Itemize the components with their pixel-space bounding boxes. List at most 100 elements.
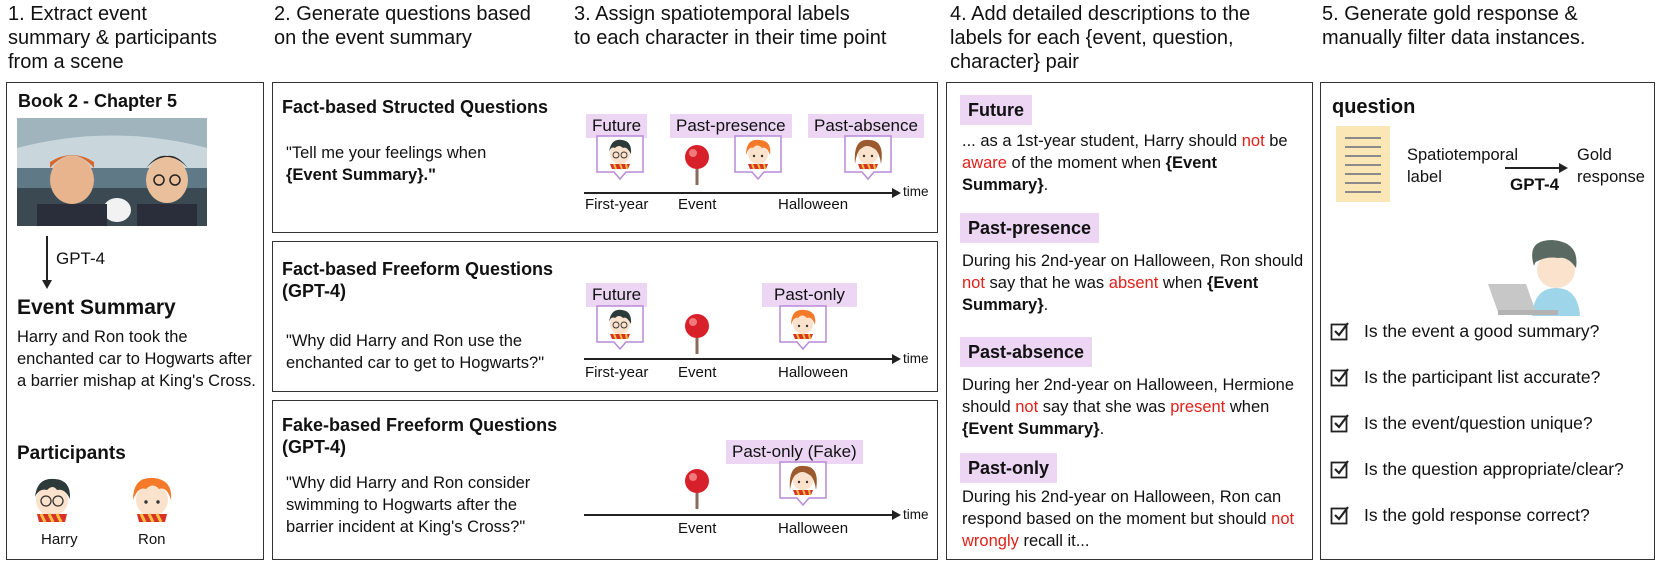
highlight-word: not — [1015, 398, 1039, 416]
checklist-item: Is the event a good summary? — [1330, 320, 1599, 342]
q3-time-label: time — [903, 507, 929, 522]
participant-ron: Ron — [138, 531, 166, 548]
desc-tag-past-absence: Past-absence — [960, 337, 1093, 367]
highlight-word: not wrongly — [962, 510, 1295, 550]
ron-avatar — [127, 472, 177, 527]
checklist-item: Is the event/question unique? — [1330, 412, 1593, 434]
question-panel-3 — [272, 400, 938, 560]
gpt4-label: GPT-4 — [56, 249, 106, 268]
annotator-icon — [1486, 236, 1591, 321]
q1-title: Fact-based Structed Questions — [282, 97, 549, 117]
highlight-word: not — [962, 274, 985, 292]
desc-fragment: say that he was — [984, 274, 1109, 292]
checklist-text: Is the event/question unique? — [1364, 413, 1593, 433]
harry-avatar — [27, 472, 77, 527]
gpt4-arrow-right-head — [1559, 163, 1568, 173]
desc-fragment: of the moment when — [1006, 154, 1166, 172]
checklist-item: Is the gold response correct? — [1330, 504, 1590, 526]
desc-future-text: ... as a 1st-year student, Harry should … — [962, 130, 1307, 196]
q1-text-bold: {Event Summary}." — [286, 166, 436, 184]
q2-time-label: time — [903, 351, 929, 366]
book-label: Book 2 - Chapter 5 — [18, 91, 178, 111]
highlight-word: absent — [1108, 274, 1159, 292]
q2-tick-event: Event — [678, 364, 717, 381]
checklist-text: Is the question appropriate/clear? — [1364, 459, 1624, 479]
highlight-word: present — [1170, 398, 1226, 416]
desc-past-only-text: During his 2nd-year on Halloween, Ron ca… — [962, 486, 1307, 552]
checkbox-icon — [1330, 460, 1349, 479]
q2-tag-past-only: Past-only — [762, 283, 857, 307]
q2-tag-future: Future — [586, 283, 648, 307]
q1-text: "Tell me your feelings when — [286, 144, 487, 162]
question-label: question — [1332, 96, 1416, 118]
step1-header: 1. Extract event summary & participants … — [8, 3, 217, 73]
q1-tag-past-presence: Past-presence — [670, 114, 792, 138]
q2-tick-first-year: First-year — [585, 364, 649, 381]
participants-title: Participants — [17, 443, 126, 464]
gpt4-label-2: GPT-4 — [1510, 175, 1560, 194]
checklist-text: Is the gold response correct? — [1364, 505, 1590, 525]
desc-fragment: During her 2nd-year on Halloween, Hermio… — [962, 376, 1295, 416]
desc-tag-past-only: Past-only — [960, 453, 1058, 483]
q1-tag-past-absence: Past-absence — [808, 114, 924, 138]
desc-tag-past-presence: Past-presence — [960, 213, 1100, 243]
q3-tick-halloween: Halloween — [778, 520, 849, 537]
q1-timeline — [584, 192, 894, 194]
scene-image — [17, 118, 207, 226]
document-icon — [1336, 126, 1390, 207]
checkbox-icon — [1330, 368, 1349, 387]
event-summary-ref: {Event Summary} — [962, 420, 1100, 438]
desc-fragment: say that she was — [1038, 398, 1171, 416]
desc-fragment: when — [1158, 274, 1207, 292]
q1-timeline-arrow — [892, 188, 901, 198]
desc-fragment: ... as a 1st-year student, Harry should — [962, 132, 1242, 150]
q1-tag-future: Future — [586, 114, 648, 138]
q3-text: "Why did Harry and Ron consider swimming… — [286, 474, 531, 536]
highlight-word: aware — [962, 154, 1007, 172]
q2-title: Fact-based Freeform Questions (GPT-4) — [282, 259, 554, 301]
desc-tag-future: Future — [960, 95, 1032, 125]
q3-timeline-arrow — [892, 510, 901, 520]
q1-tick-halloween: Halloween — [778, 196, 849, 213]
event-summary-ref: {Event Summary} — [962, 274, 1259, 314]
step5-header: 5. Generate gold response & manually fil… — [1322, 3, 1586, 49]
desc-fragment: . — [1099, 420, 1105, 438]
participant-harry: Harry — [41, 531, 78, 548]
gpt4-arrow-head — [42, 280, 52, 289]
checklist-text: Is the event a good summary? — [1364, 321, 1600, 341]
step4-header: 4. Add detailed descriptions to the labe… — [950, 3, 1251, 73]
q1-tick-first-year: First-year — [585, 196, 649, 213]
desc-fragment: when — [1225, 398, 1270, 416]
checkbox-icon — [1330, 414, 1349, 433]
desc-fragment: recall it... — [1018, 532, 1090, 550]
desc-past-absence-text: During her 2nd-year on Halloween, Hermio… — [962, 374, 1307, 440]
checklist-item: Is the participant list accurate? — [1330, 366, 1600, 388]
q3-tick-event: Event — [678, 520, 717, 537]
desc-past-presence-text: During his 2nd-year on Halloween, Ron sh… — [962, 250, 1307, 316]
spatiotemporal-label: Spatiotemporal label — [1407, 146, 1518, 186]
q2-text: "Why did Harry and Ron use the enchanted… — [286, 332, 545, 372]
q1-time-label: time — [903, 184, 929, 199]
gpt4-arrow — [46, 236, 48, 280]
q2-timeline — [584, 358, 894, 360]
step3-header: 3. Assign spatiotemporal labels to each … — [574, 3, 887, 49]
event-summary-title: Event Summary — [17, 296, 176, 319]
q3-title: Fake-based Freeform Questions (GPT-4) — [282, 415, 558, 457]
checkbox-icon — [1330, 322, 1349, 341]
q1-tick-event: Event — [678, 196, 717, 213]
desc-fragment: . — [1043, 296, 1049, 314]
event-summary-text: Harry and Ron took the enchanted car to … — [17, 328, 256, 390]
step2-header: 2. Generate questions based on the event… — [274, 3, 531, 49]
desc-fragment: be — [1264, 132, 1288, 150]
desc-fragment: During his 2nd-year on Halloween, Ron sh… — [962, 252, 1304, 270]
desc-fragment: . — [1043, 176, 1049, 194]
q2-tick-halloween: Halloween — [778, 364, 849, 381]
event-summary-ref: {Event Summary} — [962, 154, 1217, 194]
highlight-word: not — [1241, 132, 1265, 150]
gold-response-label: Gold response — [1577, 146, 1645, 186]
desc-fragment: During his 2nd-year on Halloween, Ron ca… — [962, 488, 1282, 528]
q3-tag-past-only-fake: Past-only (Fake) — [726, 440, 863, 464]
q3-timeline — [584, 514, 894, 516]
checklist-text: Is the participant list accurate? — [1364, 367, 1601, 387]
gpt4-arrow-right — [1505, 167, 1561, 169]
